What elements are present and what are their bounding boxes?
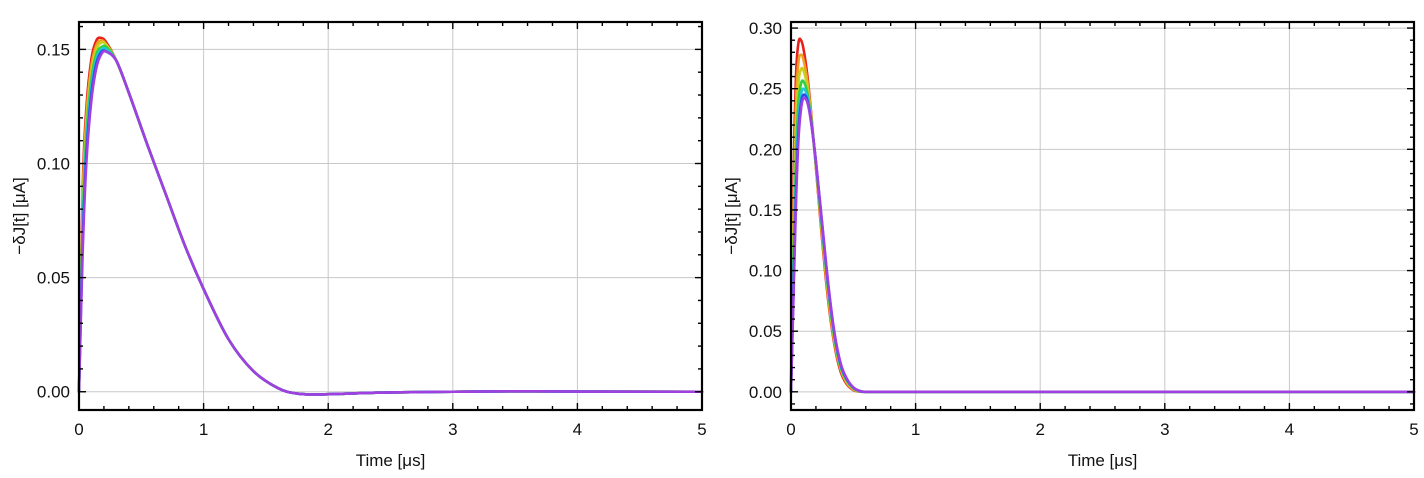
y-tick-label: 0.05 <box>749 322 782 341</box>
series-line-5 <box>77 49 704 396</box>
right-chart-panel: 0 1 2 3 4 5 0.00 0.05 0.10 0.15 0.20 0.25 0.30 Time [… <box>722 19 1419 470</box>
y-tick-label: 0.15 <box>749 201 782 220</box>
series-line-4 <box>789 87 1416 394</box>
y-tick-label: 0.20 <box>749 140 782 159</box>
series-line-3 <box>789 79 1416 394</box>
series-line-2 <box>789 66 1416 394</box>
series-group <box>77 36 704 396</box>
series-line-5 <box>789 93 1416 394</box>
x-tick-label: 3 <box>448 420 457 439</box>
x-tick-label: 2 <box>323 420 332 439</box>
x-tick-label: 4 <box>1285 420 1294 439</box>
y-axis-label: −δJ[t] [μA] <box>722 177 741 254</box>
x-tick-label: 1 <box>199 420 208 439</box>
x-tick-label: 1 <box>911 420 920 439</box>
plot-frame <box>77 20 704 412</box>
y-tick-label: 0.15 <box>37 40 70 59</box>
x-tick-label: 5 <box>697 420 706 439</box>
y-tick-label: 0.05 <box>37 269 70 288</box>
series-line-0 <box>789 37 1416 394</box>
y-tick-label: 0.10 <box>749 262 782 281</box>
y-tick-label: 0.00 <box>37 383 70 402</box>
series-line-3 <box>77 44 704 396</box>
series-group <box>789 37 1416 394</box>
x-axis-label: Time [μs] <box>1068 451 1138 470</box>
x-tick-label: 4 <box>573 420 582 439</box>
series-line-6 <box>77 49 704 396</box>
grid <box>791 22 1414 410</box>
series-line-1 <box>789 53 1416 394</box>
x-tick-label: 0 <box>786 420 795 439</box>
series-line-6 <box>789 96 1416 394</box>
y-tick-label: 0.00 <box>749 383 782 402</box>
y-tick-label: 0.30 <box>749 19 782 38</box>
x-tick-label: 3 <box>1160 420 1169 439</box>
x-axis-label: Time [μs] <box>356 451 426 470</box>
x-tick-label: 2 <box>1035 420 1044 439</box>
ticks <box>790 22 1415 410</box>
y-tick-label: 0.25 <box>749 80 782 99</box>
series-line-1 <box>77 38 704 396</box>
left-chart-panel: 0 1 2 3 4 5 0.00 0.05 0.10 0.15 Time [μs] −δJ[t] [μ… <box>10 20 707 470</box>
y-tick-label: 0.10 <box>37 155 70 174</box>
plot-frame <box>789 20 1416 412</box>
series-line-2 <box>77 40 704 396</box>
x-tick-label: 0 <box>74 420 83 439</box>
ticks <box>78 22 703 410</box>
series-line-4 <box>77 46 704 396</box>
x-tick-label: 5 <box>1409 420 1418 439</box>
y-axis-label: −δJ[t] [μA] <box>10 177 29 254</box>
